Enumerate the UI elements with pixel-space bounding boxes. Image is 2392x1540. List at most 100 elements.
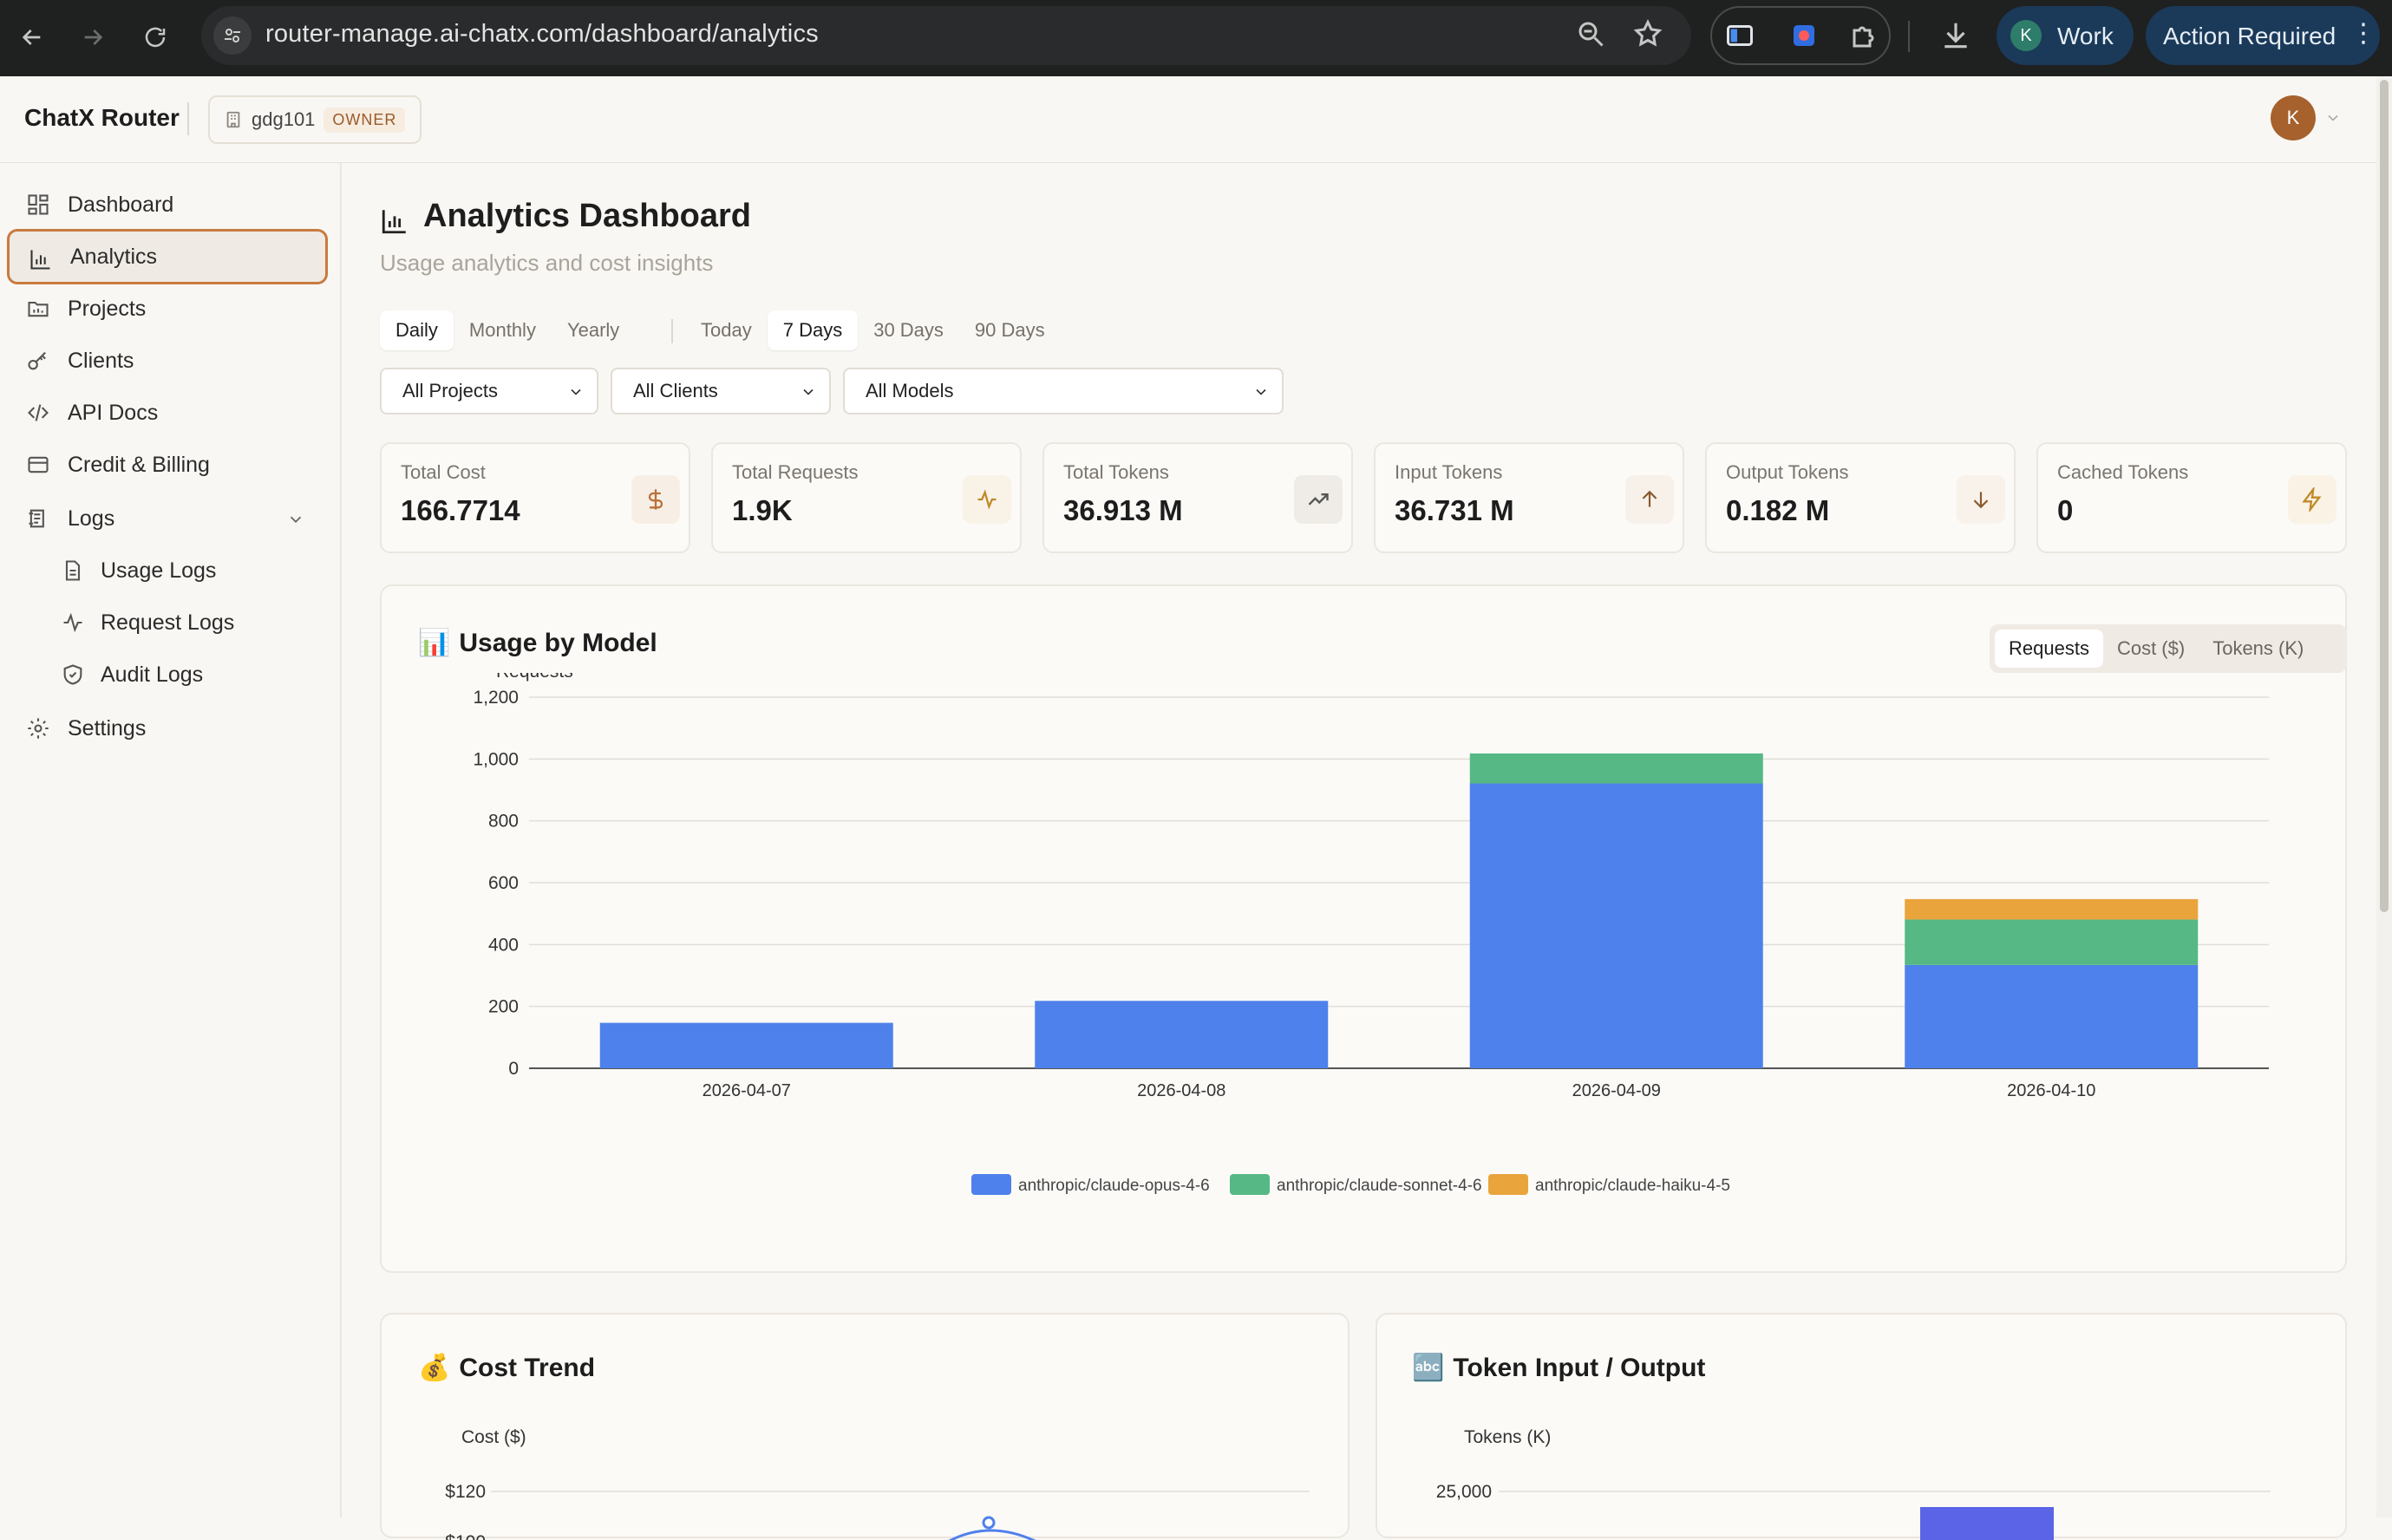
tab-monthly[interactable]: Monthly [468, 319, 536, 341]
y-tick-label: 0 [508, 1059, 519, 1079]
action-required-button[interactable]: Action Required ⋮ [2146, 6, 2380, 65]
sidebar-item-clients[interactable]: Clients [7, 333, 328, 388]
puzzle-extensions-icon[interactable] [1849, 20, 1880, 55]
main-content: Analytics Dashboard Usage analytics and … [343, 163, 2376, 1540]
stat-card-input-tokens: Input Tokens 36.731 M [1374, 442, 1684, 553]
chevron-down-icon [571, 388, 581, 395]
cost-panel-title: 💰 Cost Trend [418, 1353, 595, 1383]
record-extension-icon[interactable] [1788, 20, 1820, 55]
sidebar-item-label: Credit & Billing [68, 452, 210, 477]
y-tick-label: 400 [488, 935, 519, 955]
page-scrollbar[interactable] [2376, 76, 2392, 1517]
page-subtitle: Usage analytics and cost insights [380, 250, 714, 276]
sidebar-item-analytics[interactable]: Analytics [7, 229, 328, 284]
stat-label: Cached Tokens [2057, 461, 2189, 483]
stat-label: Input Tokens [1395, 461, 1503, 483]
sidebar-item-logs[interactable]: Logs [7, 491, 328, 546]
sidebar-item-api-docs[interactable]: API Docs [7, 385, 328, 440]
bar-chart-icon [382, 210, 406, 234]
bar-segment [1905, 898, 2199, 920]
tab-today[interactable]: Today [701, 319, 752, 341]
x-tick-label: 2026-04-10 [2007, 1081, 2095, 1100]
bar-segment [599, 1022, 893, 1068]
sidebar-item-credit-billing[interactable]: Credit & Billing [7, 437, 328, 493]
sidebar-item-dashboard[interactable]: Dashboard [7, 177, 328, 232]
token-bar-chart: Tokens (K)25,00020,000 [1436, 1427, 2271, 1540]
sidebar-item-request-logs[interactable]: Request Logs [7, 595, 328, 650]
tab-7-days[interactable]: 7 Days [767, 310, 859, 350]
bar-segment [1469, 783, 1763, 1068]
key-icon [28, 351, 46, 370]
cost-line [948, 1529, 1036, 1540]
sidebar-item-label: Request Logs [101, 610, 235, 635]
toggle-cost[interactable]: Cost ($) [2116, 637, 2186, 659]
metric-toggle: Requests Cost ($) Tokens (K) [1990, 624, 2347, 673]
toggle-requests[interactable]: Requests [1995, 630, 2103, 668]
sidebar: Dashboard Analytics Projects Clients API… [0, 163, 342, 1517]
cost-panel-title-text: Cost Trend [459, 1353, 596, 1382]
legend-swatch [1488, 1174, 1528, 1195]
stat-value: 0.182 M [1726, 494, 1830, 526]
chevron-down-icon [1256, 388, 1266, 395]
bar-segment [1905, 964, 2199, 1068]
trending-up-icon [1294, 475, 1343, 524]
building-icon [226, 111, 240, 128]
sidebar-item-settings[interactable]: Settings [7, 701, 328, 756]
user-avatar[interactable]: K [2271, 95, 2316, 140]
cost-trend-panel: 💰 Cost Trend Cost ($) $120 $100 [380, 1313, 1350, 1540]
stat-card-total-tokens: Total Tokens 36.913 M [1042, 442, 1353, 553]
stat-label: Total Cost [401, 461, 486, 483]
y-tick-label: 1,000 [473, 749, 519, 769]
cost-line-chart: Cost ($) $120 $100 [445, 1427, 1310, 1540]
profile-avatar: K [2010, 20, 2042, 51]
chevron-down-icon [803, 388, 814, 395]
zoom-icon[interactable] [1575, 18, 1606, 54]
stat-card-total-requests: Total Requests 1.9K [711, 442, 1022, 553]
tab-sidebar-extension-icon[interactable] [1724, 20, 1755, 55]
tab-30-days[interactable]: 30 Days [873, 319, 944, 341]
usage-bar-chart: Requests 0 200 400 600 800 1,000 1,200 2026-04-0… [473, 673, 2269, 1195]
sidebar-item-audit-logs[interactable]: Audit Logs [7, 647, 328, 702]
tab-yearly[interactable]: Yearly [566, 319, 620, 341]
reload-icon[interactable] [135, 17, 175, 57]
forward-icon[interactable] [73, 17, 113, 57]
back-icon[interactable] [12, 17, 52, 57]
sidebar-item-label: Clients [68, 348, 134, 373]
y-tick-label: 25,000 [1436, 1482, 1492, 1502]
stat-label: Total Requests [732, 461, 859, 483]
profile-button[interactable]: K Work [1997, 6, 2134, 65]
range-tabs: Today 7 Days 30 Days 90 Days [685, 310, 1061, 350]
download-icon[interactable] [1939, 19, 1972, 56]
toggle-tokens[interactable]: Tokens (K) [2212, 637, 2304, 659]
stat-card-output-tokens: Output Tokens 0.182 M [1705, 442, 2016, 553]
url-text[interactable]: router-manage.ai-chatx.com/dashboard/ana… [265, 20, 819, 48]
client-select[interactable]: All Clients [611, 368, 831, 414]
stat-card-total-cost: Total Cost 166.7714 [380, 442, 690, 553]
credit-card-icon [28, 456, 49, 473]
bar-chart-icon [30, 250, 50, 270]
sidebar-item-projects[interactable]: Projects [7, 281, 328, 336]
folder-icon [28, 301, 49, 317]
user-menu-chevron-icon[interactable] [2324, 109, 2342, 131]
site-settings-icon[interactable] [213, 16, 252, 55]
token-panel-title-text: Token Input / Output [1453, 1353, 1706, 1382]
sidebar-item-label: API Docs [68, 400, 159, 425]
dollar-icon [631, 475, 680, 524]
scrollbar-thumb[interactable] [2380, 80, 2389, 912]
tab-daily[interactable]: Daily [380, 310, 454, 350]
brand-name[interactable]: ChatX Router [24, 104, 180, 131]
header-divider [187, 102, 189, 135]
address-bar[interactable]: router-manage.ai-chatx.com/dashboard/ana… [201, 6, 1691, 65]
bar-segment [1905, 919, 2199, 965]
org-switcher[interactable]: gdg101 OWNER [208, 95, 422, 144]
sidebar-item-usage-logs[interactable]: Usage Logs [7, 543, 328, 598]
kebab-menu-icon[interactable]: ⋮ [2350, 19, 2376, 48]
token-bar [1920, 1507, 2054, 1540]
chevron-down-icon[interactable] [286, 510, 305, 529]
y-tick-label: 200 [488, 997, 519, 1017]
project-select[interactable]: All Projects [380, 368, 598, 414]
tab-90-days[interactable]: 90 Days [974, 319, 1045, 341]
bookmark-star-icon[interactable] [1632, 18, 1663, 54]
extensions-group [1710, 6, 1891, 65]
model-select[interactable]: All Models [843, 368, 1284, 414]
